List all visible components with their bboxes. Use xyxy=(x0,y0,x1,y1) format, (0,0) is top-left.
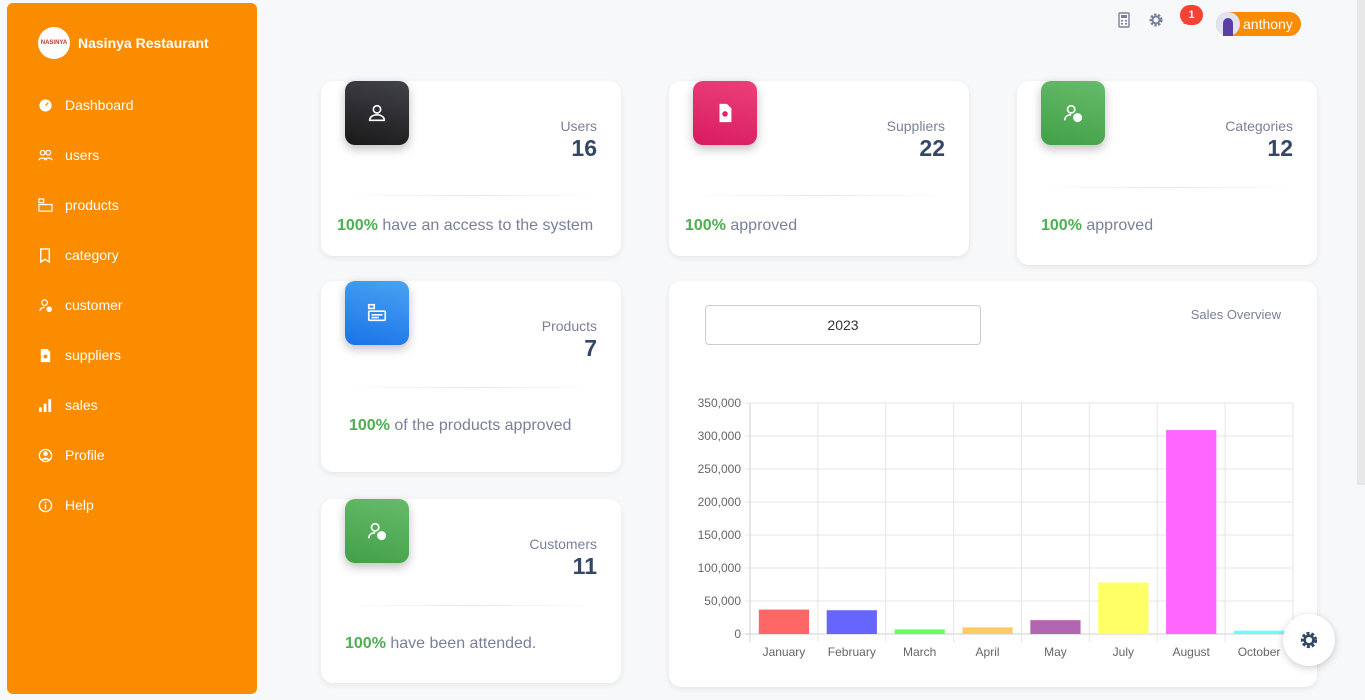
user-icon xyxy=(345,81,409,145)
document-icon xyxy=(693,81,757,145)
y-tick-label: 150,000 xyxy=(698,528,742,542)
bar-may xyxy=(1030,620,1081,634)
sidebar-item-label: users xyxy=(65,147,100,163)
brand[interactable]: NASINYA Nasinya Restaurant xyxy=(38,27,209,59)
customer-icon xyxy=(345,499,409,563)
sidebar-item-label: Dashboard xyxy=(65,97,134,113)
card-footer: 100% of the products approved xyxy=(349,417,572,434)
bar-october xyxy=(1233,630,1285,634)
card-value: 16 xyxy=(571,135,597,161)
y-tick-label: 100,000 xyxy=(698,561,742,575)
bar-august xyxy=(1166,430,1217,634)
notification-badge: 1 xyxy=(1180,5,1203,25)
scrollbar[interactable] xyxy=(1357,0,1365,485)
restaurant-logo: NASINYA xyxy=(38,27,70,59)
user-menu[interactable]: anthony xyxy=(1216,12,1301,36)
sidebar-item-dashboard[interactable]: Dashboard xyxy=(38,97,134,113)
products-icon xyxy=(345,281,409,345)
sidebar-item-label: customer xyxy=(65,297,123,313)
avatar xyxy=(1216,12,1240,36)
sidebar-item-category[interactable]: category xyxy=(38,247,119,263)
sidebar-item-customer[interactable]: customer xyxy=(38,297,123,313)
bar-february xyxy=(826,610,877,634)
card-value: 22 xyxy=(919,135,945,161)
sidebar-item-label: suppliers xyxy=(65,347,122,363)
sidebar-item-help[interactable]: Help xyxy=(38,497,94,513)
y-tick-label: 350,000 xyxy=(698,396,742,410)
sidebar-item-label: Help xyxy=(65,497,94,513)
brand-name: Nasinya Restaurant xyxy=(78,35,209,51)
y-tick-label: 250,000 xyxy=(698,462,742,476)
products-icon xyxy=(38,197,53,212)
y-tick-label: 300,000 xyxy=(698,429,742,443)
card-footer: 100% approved xyxy=(685,217,798,234)
sidebar-item-label: category xyxy=(65,247,119,263)
sales-card: 2023 Sales Overview 0 50,000 100,000 150,00… xyxy=(669,281,1317,687)
gear-icon[interactable] xyxy=(1148,12,1164,28)
bar-march xyxy=(894,629,945,634)
year-select[interactable]: 2023 xyxy=(705,305,981,345)
profile-icon xyxy=(38,448,53,462)
card-value: 12 xyxy=(1267,135,1293,161)
sidebar: NASINYA Nasinya Restaurant Dashboard user… xyxy=(7,3,257,694)
customer-icon xyxy=(1041,81,1105,145)
x-tick-label: February xyxy=(828,645,876,659)
sidebar-item-products[interactable]: products xyxy=(38,197,119,213)
y-tick-label: 0 xyxy=(734,627,741,641)
suppliers-card: Suppliers 22 100% approved xyxy=(669,81,969,256)
x-tick-label: April xyxy=(976,645,1000,659)
bar-chart-icon xyxy=(38,398,52,412)
x-tick-label: August xyxy=(1173,645,1211,659)
y-tick-label: 200,000 xyxy=(698,495,742,509)
sidebar-item-label: Profile xyxy=(65,447,105,463)
sidebar-item-label: products xyxy=(65,197,119,213)
settings-button[interactable] xyxy=(1283,614,1335,666)
calculator-icon[interactable] xyxy=(1116,12,1132,28)
users-card: Users 16 100% have an access to the syst… xyxy=(321,81,621,256)
y-tick-label: 50,000 xyxy=(704,594,741,608)
card-label: Categories xyxy=(1225,118,1293,134)
sales-chart: 0 50,000 100,000 150,000 200,000 250,000 300,0… xyxy=(698,396,1294,659)
x-tick-label: July xyxy=(1113,645,1134,659)
sidebar-item-sales[interactable]: sales xyxy=(38,397,98,413)
bookmark-icon xyxy=(40,247,50,263)
products-card: Products 7 100% of the products approved xyxy=(321,281,621,472)
bar-july xyxy=(1098,582,1149,634)
x-tick-label: May xyxy=(1044,645,1067,659)
sidebar-item-label: sales xyxy=(65,397,98,413)
customers-card: Customers 11 100% have been attended. xyxy=(321,499,621,683)
categories-card: Categories 12 100% approved xyxy=(1017,81,1317,265)
card-footer: 100% have been attended. xyxy=(345,635,537,652)
dashboard-icon xyxy=(39,98,52,112)
card-label: Products xyxy=(541,318,597,334)
card-footer: 100% have an access to the system xyxy=(337,217,594,234)
info-icon xyxy=(38,498,53,512)
card-value: 11 xyxy=(572,553,597,579)
sales-overview-title: Sales Overview xyxy=(1190,307,1281,322)
customer-icon xyxy=(39,298,53,312)
card-label: Customers xyxy=(529,536,597,552)
sidebar-item-suppliers[interactable]: suppliers xyxy=(38,347,121,363)
gear-icon xyxy=(1300,631,1318,649)
x-tick-label: March xyxy=(903,645,936,659)
username: anthony xyxy=(1243,16,1293,32)
x-tick-label: October xyxy=(1238,645,1281,659)
sidebar-item-users[interactable]: users xyxy=(38,147,99,163)
x-tick-label: January xyxy=(763,645,806,659)
document-icon xyxy=(40,348,51,362)
users-icon xyxy=(38,149,53,160)
card-label: Users xyxy=(560,118,597,134)
card-value: 7 xyxy=(584,335,597,361)
bar-january xyxy=(758,609,810,634)
sidebar-item-profile[interactable]: Profile xyxy=(38,447,105,463)
bar-april xyxy=(962,627,1013,634)
card-footer: 100% approved xyxy=(1041,217,1154,234)
card-label: Suppliers xyxy=(886,118,945,134)
